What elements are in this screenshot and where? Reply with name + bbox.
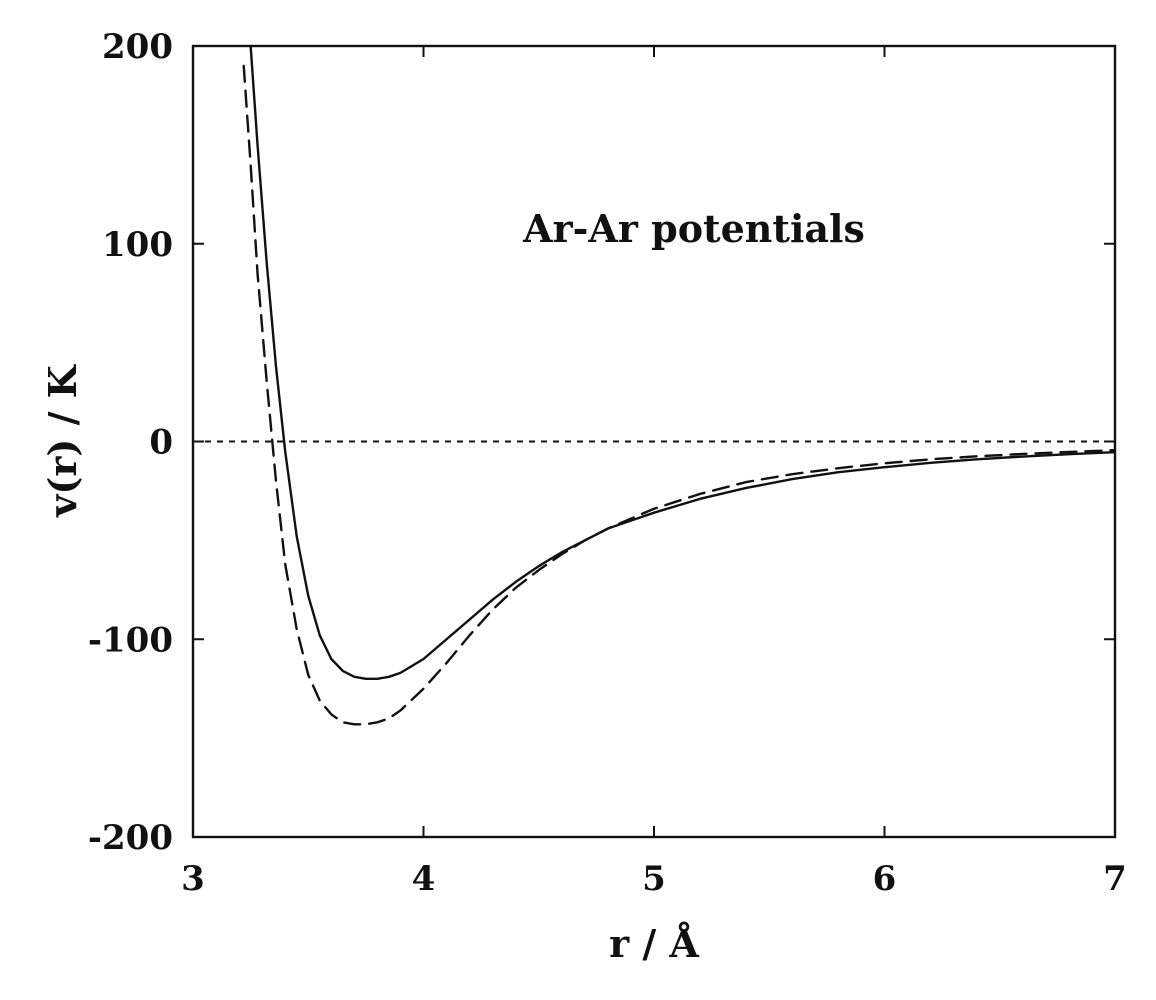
series-group xyxy=(242,46,1115,726)
solid-potential-curve xyxy=(249,46,1115,680)
dashed-potential-curve xyxy=(242,64,1115,726)
x-tick-label: 6 xyxy=(873,859,897,899)
x-tick-label: 7 xyxy=(1103,859,1127,899)
ticks-group xyxy=(192,45,1116,838)
y-axis-label: v(r) / K xyxy=(40,363,85,517)
tick-labels-group: 3 4 5 6 7 -200 -100 0 100 200 xyxy=(88,27,1127,899)
x-tick-label: 5 xyxy=(642,859,666,899)
y-tick-label: 200 xyxy=(102,27,173,67)
x-tick-label: 3 xyxy=(181,859,205,899)
chart-annotation: Ar-Ar potentials xyxy=(522,206,865,251)
x-axis-label: r / Å xyxy=(609,921,699,966)
x-tick-label: 4 xyxy=(412,859,436,899)
y-tick-label: -100 xyxy=(88,620,173,660)
y-tick-label: 100 xyxy=(102,225,173,265)
y-tick-label: -200 xyxy=(88,818,173,858)
y-tick-label: 0 xyxy=(149,423,173,463)
